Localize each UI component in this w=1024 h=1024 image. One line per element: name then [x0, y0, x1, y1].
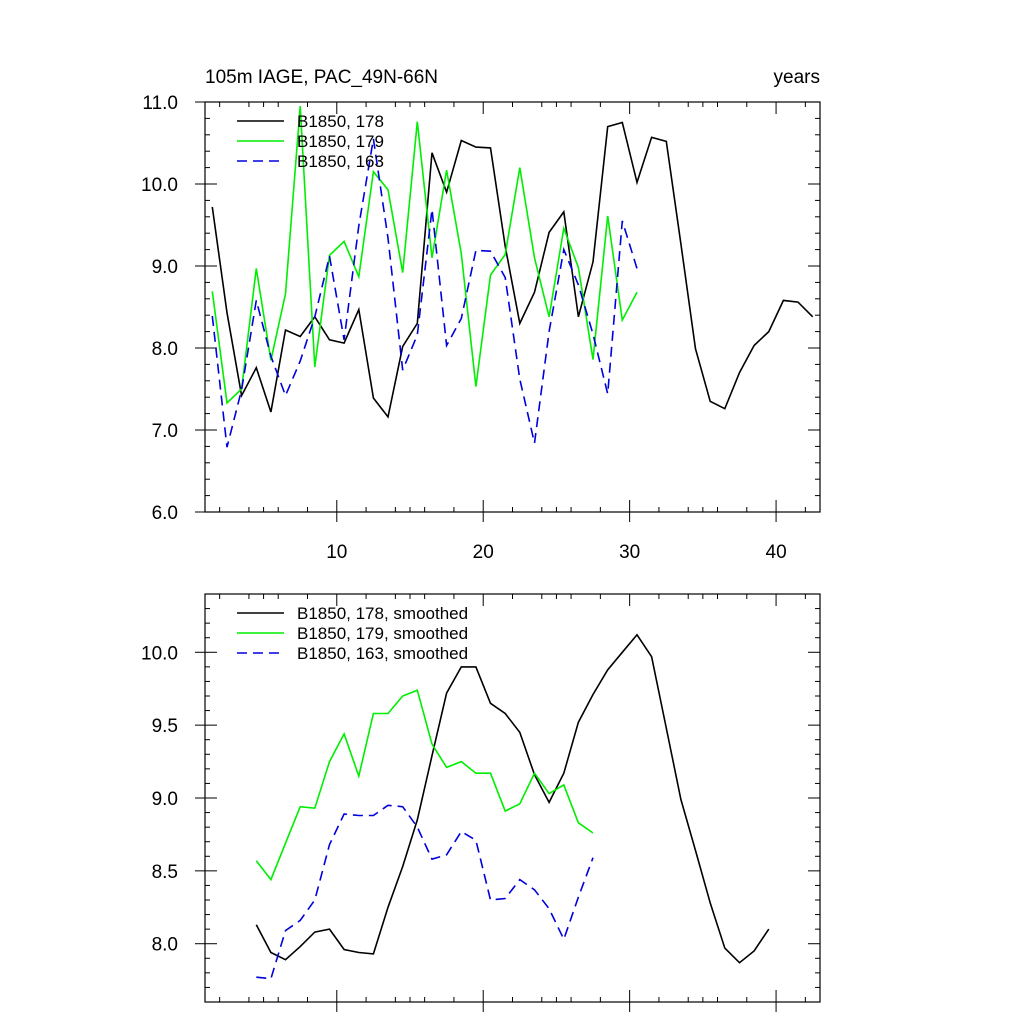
top-legend-label-3: B1850, 163 — [297, 152, 384, 171]
bottom-y-tick-label: 8.5 — [152, 862, 178, 883]
top-series-line-2 — [211, 106, 638, 405]
top-y-tick-label: 8.0 — [152, 339, 178, 360]
bottom-legend-label-3: B1850, 163, smoothed — [297, 644, 468, 663]
top-x-tick-label: 20 — [473, 542, 494, 563]
bottom-y-tick-label: 9.0 — [152, 789, 178, 810]
top-series-line-3 — [211, 138, 638, 448]
top-y-tick-label: 11.0 — [142, 93, 178, 114]
chart-title-right: years — [774, 67, 820, 88]
top-legend-label-2: B1850, 179 — [297, 132, 384, 151]
top-legend-label-1: B1850, 178 — [297, 112, 384, 131]
bottom-y-tick-label: 9.5 — [152, 716, 178, 737]
bottom-legend-label-2: B1850, 179, smoothed — [297, 624, 468, 643]
top-x-tick-label: 30 — [619, 542, 640, 563]
top-x-tick-label: 10 — [326, 542, 347, 563]
top-panel: 10 20 30 40 6.0 7.0 8.0 9.0 10.0 11.0 105m IAGE, P… — [141, 67, 821, 563]
top-y-tick-label: 9.0 — [152, 257, 178, 278]
bottom-series-line-2 — [255, 689, 594, 882]
bottom-y-tick-label: 10.0 — [141, 643, 178, 664]
top-y-tick-label: 10.0 — [141, 175, 178, 196]
bottom-series-line-1 — [255, 633, 770, 964]
top-y-tick-label: 6.0 — [152, 503, 178, 524]
bottom-legend-label-1: B1850, 178, smoothed — [297, 604, 468, 623]
top-x-tick-label: 40 — [766, 542, 787, 563]
bottom-series-line-3 — [256, 804, 594, 980]
top-y-tick-label: 7.0 — [152, 421, 178, 442]
chart-title: 105m IAGE, PAC_49N-66N — [205, 67, 438, 88]
bottom-y-tick-label: 8.0 — [152, 935, 178, 956]
